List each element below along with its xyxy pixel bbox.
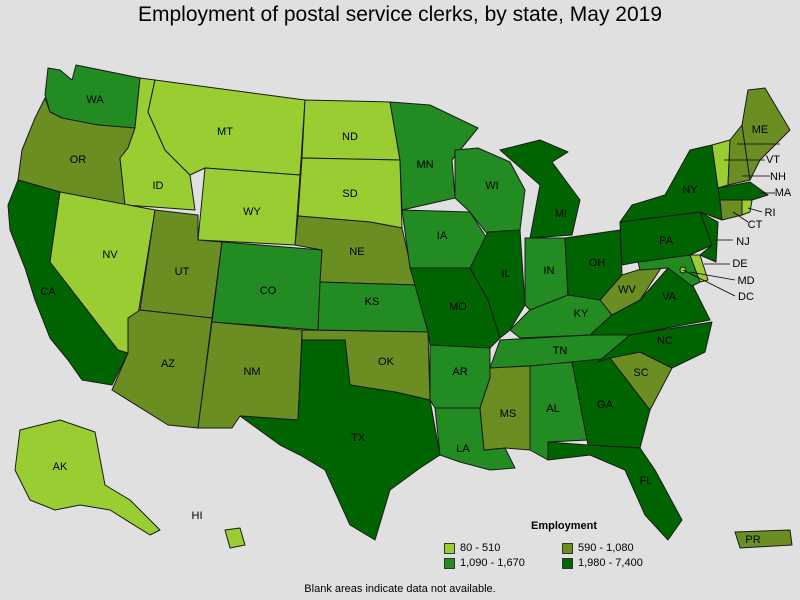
legend-swatch-4 bbox=[562, 557, 573, 569]
map-title: Employment of postal service clerks, by … bbox=[137, 3, 663, 26]
label-AR: AR bbox=[452, 366, 467, 378]
label-NM: NM bbox=[243, 366, 260, 378]
label-LA: LA bbox=[456, 443, 470, 455]
label-MA: MA bbox=[775, 187, 792, 199]
legend-label-3: 1,090 - 1,670 bbox=[460, 557, 525, 569]
label-TN: TN bbox=[553, 345, 568, 357]
label-TX: TX bbox=[351, 432, 366, 444]
state-NY[interactable] bbox=[619, 144, 723, 223]
label-NE: NE bbox=[349, 246, 364, 258]
label-AZ: AZ bbox=[161, 358, 175, 370]
label-ID: ID bbox=[153, 180, 164, 192]
label-AK: AK bbox=[53, 461, 68, 473]
state-TX[interactable] bbox=[239, 339, 441, 541]
state-AK[interactable] bbox=[14, 419, 161, 536]
legend-swatch-2 bbox=[562, 542, 573, 554]
label-NY: NY bbox=[682, 184, 698, 196]
legend-swatch-3 bbox=[444, 557, 455, 569]
label-MO: MO bbox=[449, 301, 467, 313]
state-NJ[interactable] bbox=[699, 211, 719, 263]
label-CA: CA bbox=[40, 286, 56, 298]
state-MA[interactable] bbox=[717, 181, 769, 201]
label-FL: FL bbox=[640, 475, 653, 487]
label-AL: AL bbox=[546, 403, 559, 415]
label-NC: NC bbox=[657, 335, 673, 347]
label-NV: NV bbox=[102, 249, 118, 261]
label-IL: IL bbox=[501, 268, 510, 280]
label-DE: DE bbox=[732, 258, 747, 270]
label-MT: MT bbox=[217, 126, 233, 138]
label-WY: WY bbox=[243, 206, 261, 218]
legend-title: Employment bbox=[530, 520, 597, 532]
label-VA: VA bbox=[662, 291, 677, 303]
label-KS: KS bbox=[365, 296, 380, 308]
state-IL[interactable] bbox=[469, 229, 526, 339]
legend-item-2: 590 - 1,080 bbox=[562, 542, 680, 554]
state-RI[interactable] bbox=[741, 199, 753, 216]
legend-label-4: 1,980 - 7,400 bbox=[578, 557, 643, 569]
label-PR: PR bbox=[745, 534, 760, 546]
label-OH: OH bbox=[589, 257, 606, 269]
state-HI[interactable] bbox=[224, 527, 246, 549]
label-SD: SD bbox=[342, 188, 357, 200]
legend-item-1: 80 - 510 bbox=[444, 542, 562, 554]
label-NJ: NJ bbox=[736, 236, 749, 248]
state-FL[interactable] bbox=[547, 441, 683, 541]
legend: Employment 80 - 510 590 - 1,080 1,090 - … bbox=[444, 520, 704, 569]
label-IN: IN bbox=[544, 265, 555, 277]
state-labels: WA OR CA ID NV MT WY UT AZ CO NM ND SD N… bbox=[40, 94, 792, 546]
label-WA: WA bbox=[86, 94, 104, 106]
label-DC: DC bbox=[738, 291, 754, 303]
legend-swatch-1 bbox=[444, 542, 455, 554]
label-WI: WI bbox=[485, 180, 498, 192]
label-NH: NH bbox=[770, 171, 786, 183]
label-CO: CO bbox=[260, 285, 277, 297]
legend-label-1: 80 - 510 bbox=[460, 542, 501, 554]
state-PR[interactable] bbox=[734, 529, 793, 549]
label-UT: UT bbox=[175, 266, 190, 278]
legend-item-4: 1,980 - 7,400 bbox=[562, 557, 680, 569]
state-MI[interactable] bbox=[499, 139, 581, 239]
state-CT[interactable] bbox=[719, 199, 743, 221]
label-RI: RI bbox=[765, 207, 776, 219]
label-OR: OR bbox=[70, 154, 87, 166]
label-WV: WV bbox=[618, 284, 636, 296]
state-ME[interactable] bbox=[741, 87, 791, 181]
label-KY: KY bbox=[574, 308, 589, 320]
legend-item-3: 1,090 - 1,670 bbox=[444, 557, 562, 569]
label-OK: OK bbox=[378, 356, 395, 368]
legend-label-2: 590 - 1,080 bbox=[578, 542, 634, 554]
label-GA: GA bbox=[597, 399, 614, 411]
label-HI: HI bbox=[192, 510, 203, 522]
label-MN: MN bbox=[416, 159, 433, 171]
label-IA: IA bbox=[437, 230, 448, 242]
data-note: Blank areas indicate data not available. bbox=[304, 583, 496, 595]
label-ME: ME bbox=[752, 124, 769, 136]
label-MI: MI bbox=[555, 208, 567, 220]
label-CT: CT bbox=[748, 219, 763, 231]
label-PA: PA bbox=[659, 235, 674, 247]
label-MD: MD bbox=[737, 275, 754, 287]
label-SC: SC bbox=[633, 367, 648, 379]
state-MN[interactable] bbox=[389, 101, 479, 211]
label-MS: MS bbox=[500, 408, 517, 420]
label-VT: VT bbox=[766, 154, 780, 166]
label-ND: ND bbox=[342, 131, 358, 143]
